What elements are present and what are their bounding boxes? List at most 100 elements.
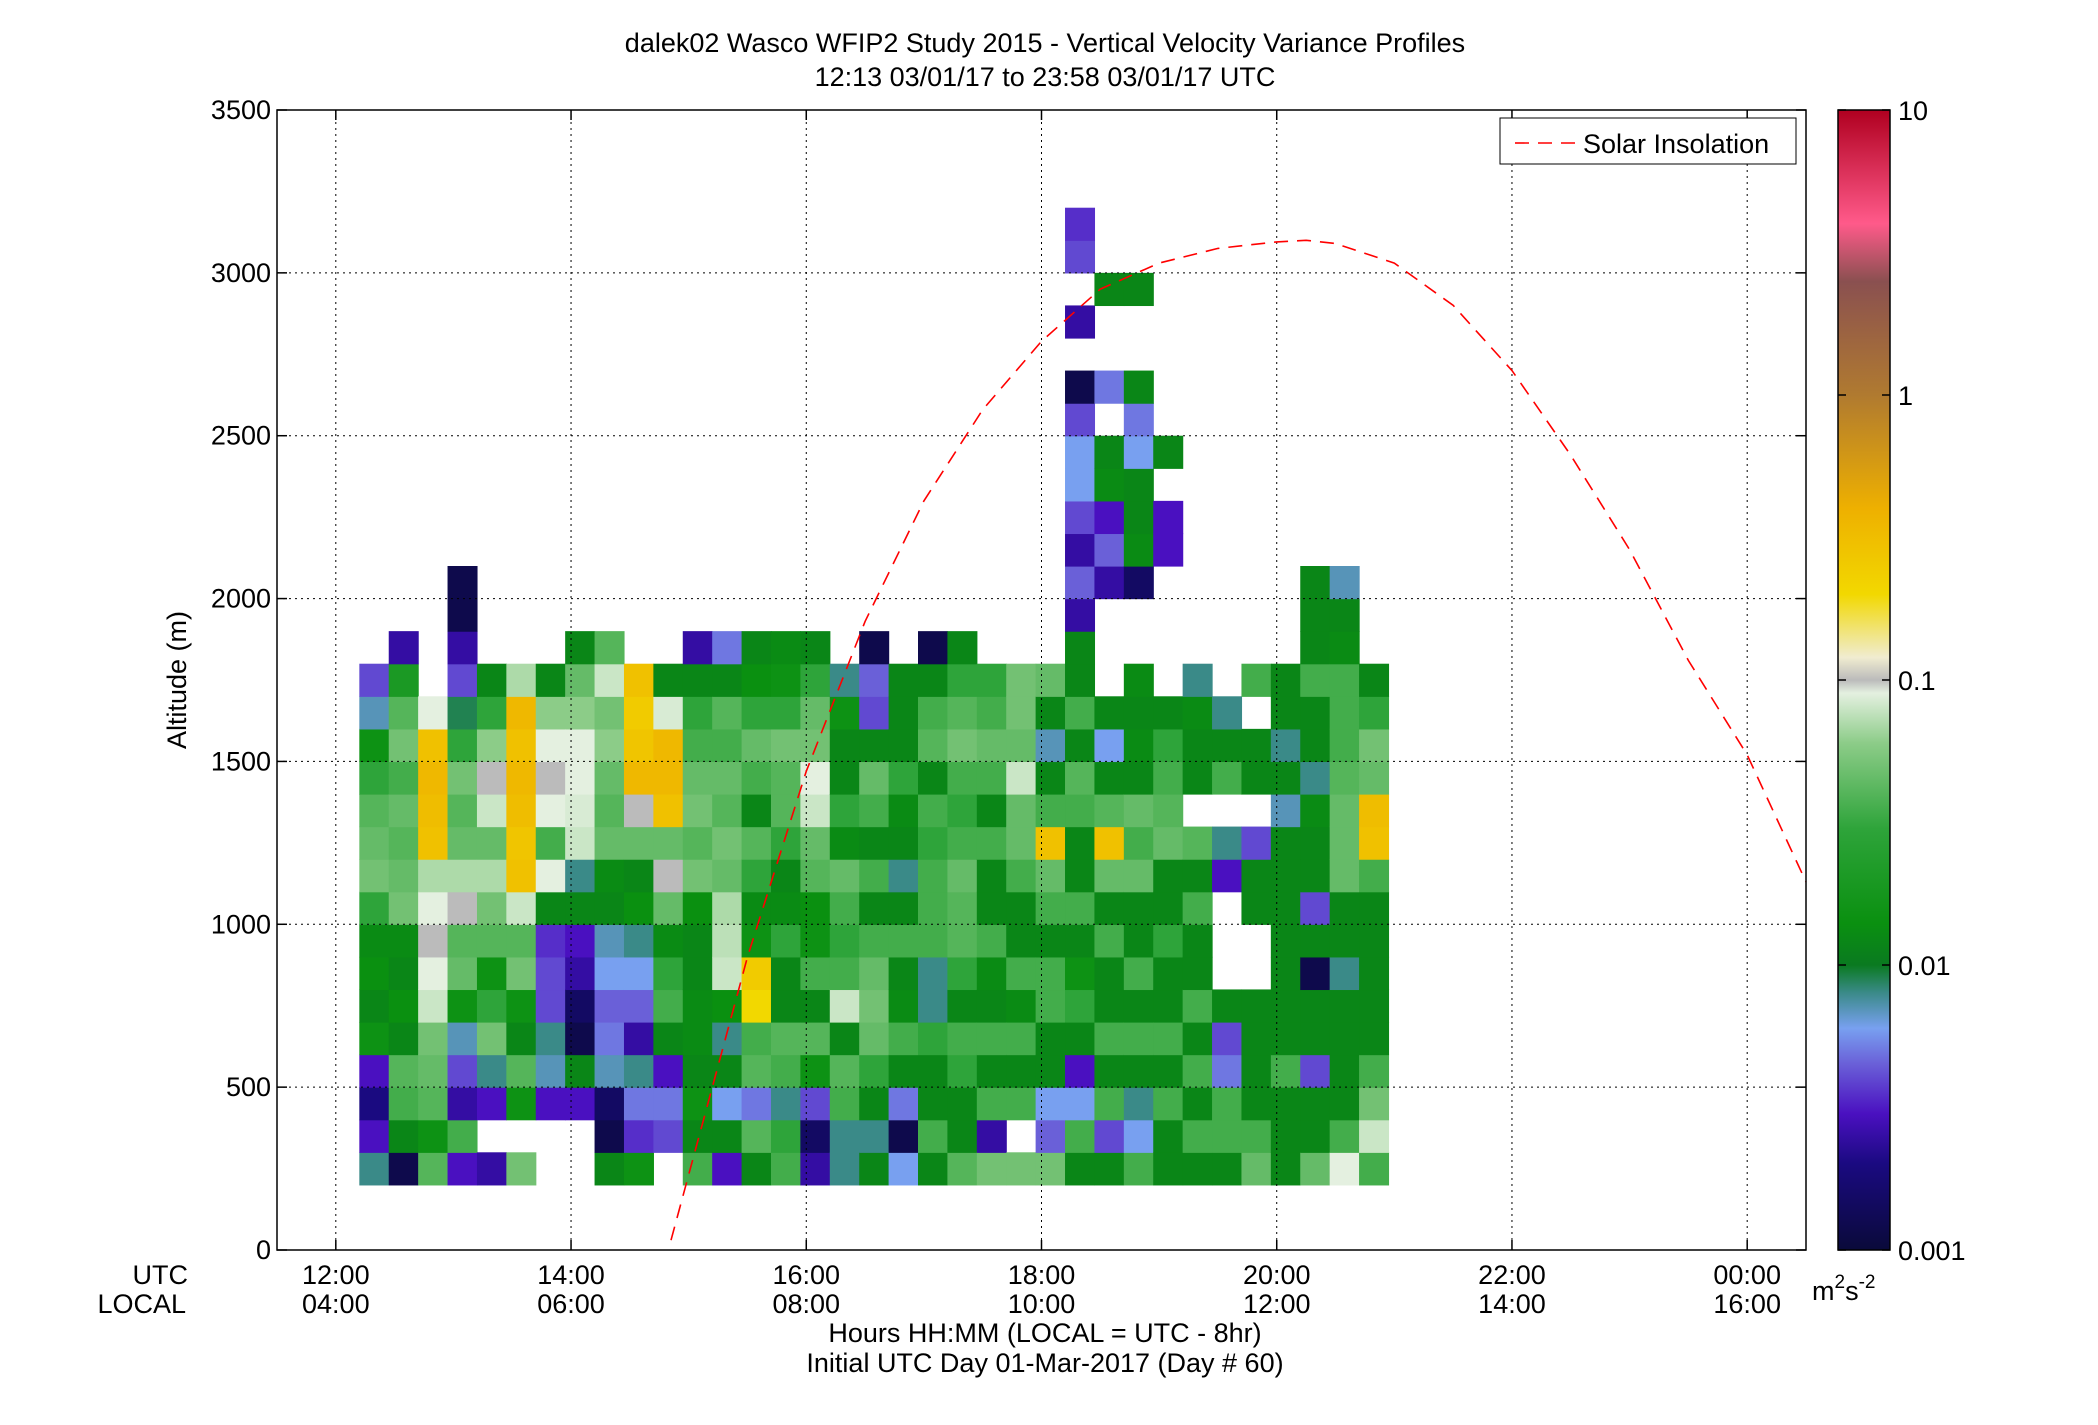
- heatmap-cell: [418, 1054, 449, 1088]
- heatmap-cell: [447, 891, 478, 925]
- heatmap-cell: [447, 1119, 478, 1153]
- heatmap-cell: [1153, 1022, 1184, 1056]
- heatmap-cell: [1006, 989, 1037, 1023]
- heatmap-cell: [1241, 1119, 1272, 1153]
- heatmap-cell: [447, 728, 478, 763]
- heatmap-cell: [829, 859, 860, 893]
- heatmap-cell: [594, 761, 625, 795]
- unit-exp1: 2: [1835, 1272, 1846, 1293]
- y-tick-label: 0: [256, 1235, 271, 1265]
- heatmap-cell: [1300, 1022, 1331, 1056]
- heatmap-cell: [623, 989, 654, 1023]
- heatmap-cell: [976, 989, 1007, 1023]
- heatmap-cell: [594, 859, 625, 893]
- heatmap-cell: [1094, 924, 1125, 958]
- heatmap-cell: [653, 956, 684, 991]
- heatmap-cell: [623, 1152, 654, 1186]
- heatmap-cell: [1359, 1022, 1390, 1056]
- heatmap-cell: [1182, 924, 1213, 958]
- heatmap-cell: [888, 1054, 919, 1088]
- heatmap-cell: [653, 794, 684, 828]
- heatmap-cell: [947, 728, 978, 763]
- heatmap-cell: [447, 924, 478, 958]
- heatmap-cell: [1035, 728, 1066, 763]
- heatmap-cell: [712, 956, 743, 991]
- heatmap-cell: [447, 794, 478, 828]
- heatmap-cell: [1123, 500, 1154, 535]
- heatmap-cell: [359, 891, 390, 925]
- heatmap-cell: [800, 1054, 831, 1088]
- heatmap-cell: [506, 989, 537, 1023]
- heatmap-cell: [1035, 1119, 1066, 1153]
- heatmap-cell: [947, 1119, 978, 1153]
- heatmap-cell: [418, 924, 449, 958]
- heatmap-cell: [1035, 663, 1066, 697]
- heatmap-cell: [829, 1054, 860, 1088]
- heatmap-cell: [770, 1119, 801, 1153]
- heatmap-cell: [1123, 761, 1154, 795]
- y-tick-label: 1500: [211, 746, 271, 776]
- heatmap-cell: [741, 728, 772, 763]
- heatmap-cell: [359, 696, 390, 730]
- heatmap-cell: [418, 728, 449, 763]
- heatmap-cell: [447, 761, 478, 795]
- heatmap-cell: [947, 1054, 978, 1088]
- heatmap-cell: [418, 1087, 449, 1121]
- heatmap-cell: [623, 663, 654, 697]
- heatmap-cell: [653, 989, 684, 1023]
- heatmap-cell: [418, 826, 449, 860]
- heatmap-cell: [1329, 631, 1360, 665]
- heatmap-cell: [712, 1022, 743, 1056]
- heatmap-cell: [565, 1054, 596, 1088]
- heatmap-cell: [565, 826, 596, 860]
- heatmap-cell: [359, 924, 390, 958]
- heatmap-cell: [1123, 989, 1154, 1023]
- heatmap-cell: [1065, 1087, 1096, 1121]
- heatmap-cell: [535, 956, 566, 991]
- x-tick-label-local: 16:00: [1713, 1289, 1781, 1319]
- heatmap-cell: [476, 1022, 507, 1056]
- heatmap-cell: [829, 924, 860, 958]
- heatmap-cell: [1065, 468, 1096, 502]
- heatmap-cell: [1212, 826, 1243, 860]
- heatmap-cell: [888, 1152, 919, 1186]
- heatmap-cell: [888, 989, 919, 1023]
- heatmap-cell: [947, 859, 978, 893]
- x-tick-label-utc: 12:00: [302, 1260, 370, 1290]
- heatmap-cell: [682, 826, 713, 860]
- heatmap-cell: [859, 891, 890, 925]
- heatmap-cell: [888, 1022, 919, 1056]
- heatmap-cell: [1123, 956, 1154, 991]
- heatmap-cell: [1182, 761, 1213, 795]
- heatmap-cell: [535, 891, 566, 925]
- heatmap-cell: [976, 1119, 1007, 1153]
- heatmap-cell: [1123, 728, 1154, 763]
- heatmap-cell: [741, 1054, 772, 1088]
- heatmap-cell: [770, 1087, 801, 1121]
- heatmap-cell: [1094, 566, 1125, 600]
- heatmap-cell: [947, 1152, 978, 1186]
- heatmap-cell: [947, 989, 978, 1023]
- heatmap-cell: [1270, 1152, 1301, 1186]
- heatmap-cell: [712, 663, 743, 697]
- heatmap-cell: [1035, 1087, 1066, 1121]
- heatmap-cell: [682, 859, 713, 893]
- axis-ticks: [277, 109, 1806, 1251]
- heatmap-cell: [1065, 500, 1096, 535]
- heatmap-cell: [506, 924, 537, 958]
- heatmap-cell: [1123, 272, 1154, 307]
- heatmap-cell: [1153, 989, 1184, 1023]
- heatmap-cell: [800, 1022, 831, 1056]
- heatmap-cell: [388, 728, 419, 763]
- heatmap-cell: [1123, 468, 1154, 502]
- heatmap-cell: [1300, 794, 1331, 828]
- heatmap-cell: [1359, 924, 1390, 958]
- heatmap-cell: [476, 1152, 507, 1186]
- heatmap-cell: [447, 956, 478, 991]
- heatmap-cell: [1065, 207, 1096, 241]
- heatmap-cell: [712, 794, 743, 828]
- heatmap-cell: [712, 891, 743, 925]
- heatmap-cell: [594, 826, 625, 860]
- heatmap-cell: [476, 1087, 507, 1121]
- heatmap-cell: [476, 663, 507, 697]
